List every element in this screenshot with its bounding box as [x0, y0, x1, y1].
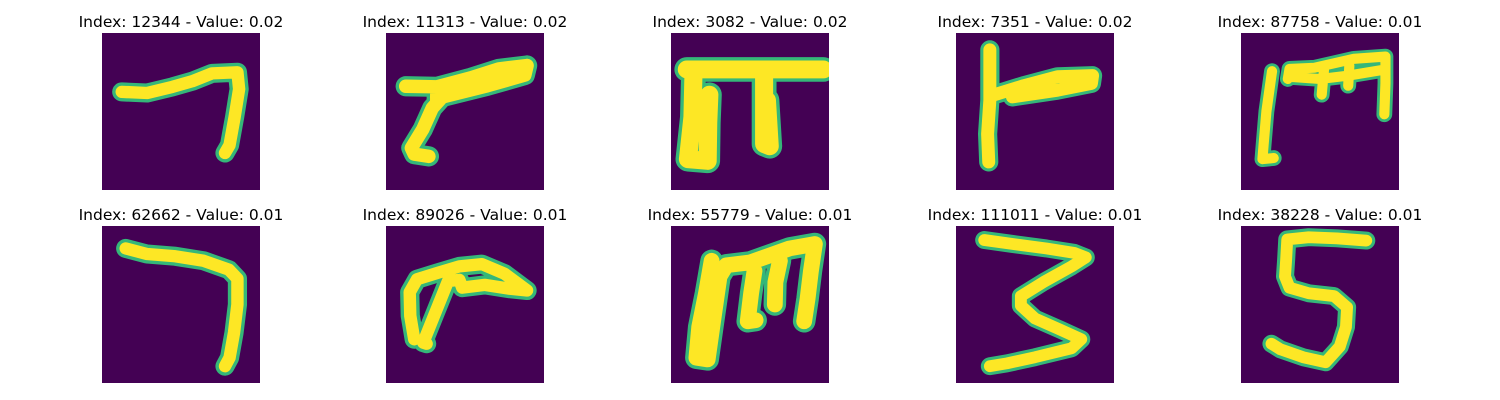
panel-8: Index: 55779 - Value: 0.01 — [635, 204, 865, 384]
panel-title: Index: 62662 - Value: 0.01 — [78, 206, 284, 224]
panel-3: Index: 3082 - Value: 0.02 — [635, 11, 865, 191]
panel-1: Index: 12344 - Value: 0.02 — [66, 11, 296, 191]
panel-title: Index: 38228 - Value: 0.01 — [1217, 206, 1423, 224]
panel-4: Index: 7351 - Value: 0.02 — [920, 11, 1150, 191]
panel-6: Index: 62662 - Value: 0.01 — [66, 204, 296, 384]
panel-title: Index: 55779 - Value: 0.01 — [647, 206, 853, 224]
panel-title: Index: 7351 - Value: 0.02 — [937, 13, 1133, 31]
panel-2: Index: 11313 - Value: 0.02 — [350, 11, 580, 191]
panel-title: Index: 3082 - Value: 0.02 — [652, 13, 848, 31]
m-glyph-1 — [1241, 33, 1399, 190]
panel-title: Index: 12344 - Value: 0.02 — [78, 13, 284, 31]
three-glyph — [956, 226, 1114, 383]
seven-glyph-2 — [386, 33, 544, 190]
panel-title: Index: 89026 - Value: 0.01 — [362, 206, 568, 224]
m-glyph-2 — [671, 226, 829, 383]
panel-7: Index: 89026 - Value: 0.01 — [350, 204, 580, 384]
panel-5: Index: 87758 - Value: 0.01 — [1205, 11, 1435, 191]
seven-glyph-3 — [956, 33, 1114, 190]
five-glyph — [1241, 226, 1399, 383]
panel-10: Index: 38228 - Value: 0.01 — [1205, 204, 1435, 384]
seven-glyph-5 — [386, 226, 544, 383]
pi-glyph — [671, 33, 829, 190]
panel-title: Index: 111011 - Value: 0.01 — [927, 206, 1143, 224]
panel-title: Index: 87758 - Value: 0.01 — [1217, 13, 1423, 31]
seven-glyph-4 — [102, 226, 260, 383]
seven-glyph-1 — [102, 33, 260, 190]
panel-title: Index: 11313 - Value: 0.02 — [362, 13, 568, 31]
panel-9: Index: 111011 - Value: 0.01 — [920, 204, 1150, 384]
